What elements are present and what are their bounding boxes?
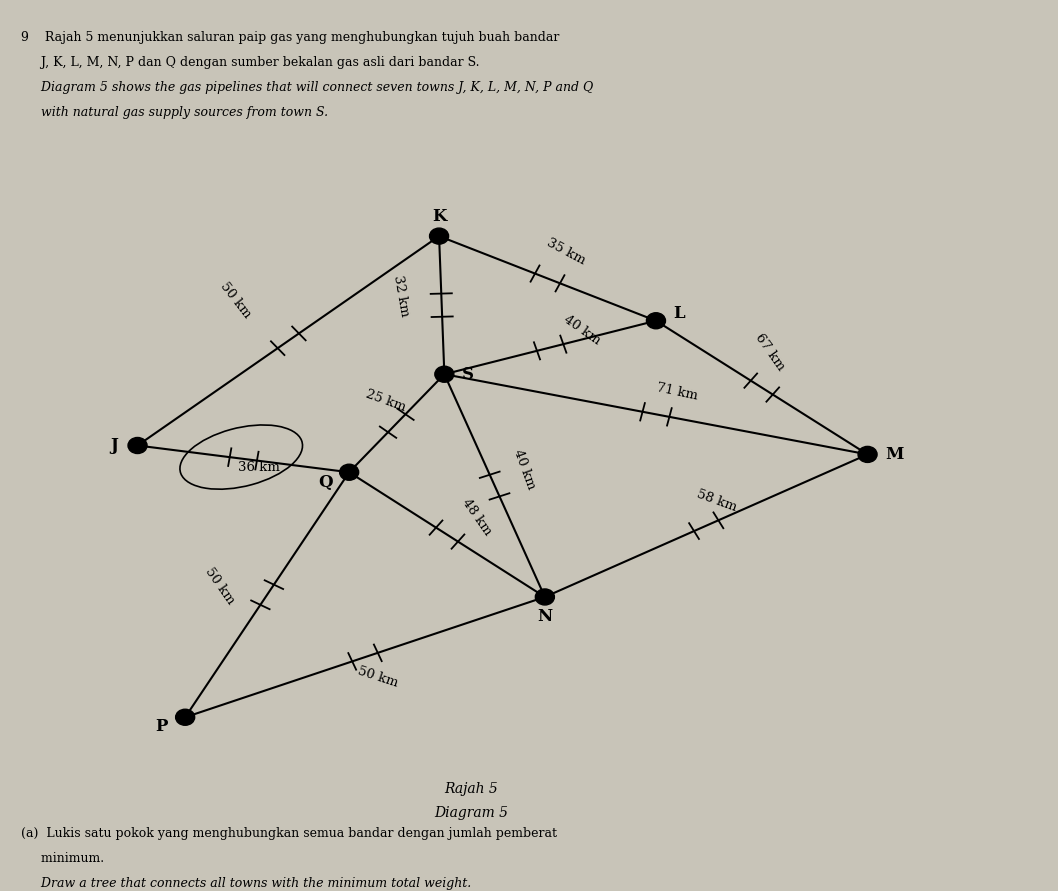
Text: 9    Rajah 5 menunjukkan saluran paip gas yang menghubungkan tujuh buah bandar: 9 Rajah 5 menunjukkan saluran paip gas y… — [21, 31, 560, 45]
Text: 50 km: 50 km — [355, 664, 400, 690]
Text: 71 km: 71 km — [655, 381, 699, 403]
Text: M: M — [884, 446, 904, 463]
Text: J: J — [110, 437, 118, 454]
Text: 36 km: 36 km — [238, 462, 280, 474]
Text: Q: Q — [318, 474, 333, 492]
Circle shape — [858, 446, 877, 462]
Circle shape — [646, 313, 665, 329]
Text: K: K — [432, 208, 446, 225]
Text: N: N — [537, 608, 552, 625]
Text: 32 km: 32 km — [391, 274, 412, 318]
Text: minimum.: minimum. — [21, 852, 105, 865]
Text: Rajah 5: Rajah 5 — [444, 781, 497, 796]
Circle shape — [128, 437, 147, 454]
Text: 58 km: 58 km — [695, 487, 738, 514]
Text: J, K, L, M, N, P dan Q dengan sumber bekalan gas asli dari bandar S.: J, K, L, M, N, P dan Q dengan sumber bek… — [21, 56, 479, 69]
Text: Diagram 5 shows the gas pipelines that will connect seven towns J, K, L, M, N, P: Diagram 5 shows the gas pipelines that w… — [21, 81, 594, 94]
Text: 67 km: 67 km — [753, 331, 787, 372]
Text: 40 km: 40 km — [511, 448, 537, 491]
Text: Draw a tree that connects all towns with the minimum total weight.: Draw a tree that connects all towns with… — [21, 877, 472, 890]
Text: 25 km: 25 km — [364, 388, 408, 414]
Text: L: L — [674, 305, 685, 323]
Text: 48 km: 48 km — [459, 496, 494, 537]
Circle shape — [340, 464, 359, 480]
Text: with natural gas supply sources from town S.: with natural gas supply sources from tow… — [21, 106, 328, 119]
Text: Diagram 5: Diagram 5 — [434, 805, 508, 820]
Circle shape — [176, 709, 195, 725]
Text: 50 km: 50 km — [218, 281, 253, 321]
Text: 50 km: 50 km — [202, 565, 237, 607]
Circle shape — [430, 228, 449, 244]
Text: (a)  Lukis satu pokok yang menghubungkan semua bandar dengan jumlah pemberat: (a) Lukis satu pokok yang menghubungkan … — [21, 827, 558, 840]
Circle shape — [535, 589, 554, 605]
Circle shape — [435, 366, 454, 382]
Text: P: P — [156, 717, 168, 735]
Text: 35 km: 35 km — [545, 236, 588, 267]
Text: 40 km: 40 km — [561, 313, 603, 347]
Text: S: S — [461, 365, 474, 383]
